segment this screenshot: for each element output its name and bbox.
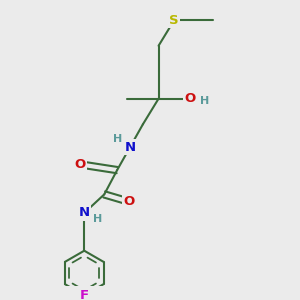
Text: O: O <box>123 195 134 208</box>
Text: S: S <box>169 14 179 26</box>
Text: O: O <box>184 92 196 105</box>
Text: H: H <box>200 96 209 106</box>
Text: N: N <box>124 141 136 154</box>
Text: O: O <box>74 158 86 171</box>
Text: H: H <box>93 214 103 224</box>
Text: N: N <box>79 206 90 220</box>
Text: H: H <box>113 134 123 144</box>
Text: F: F <box>80 289 89 300</box>
